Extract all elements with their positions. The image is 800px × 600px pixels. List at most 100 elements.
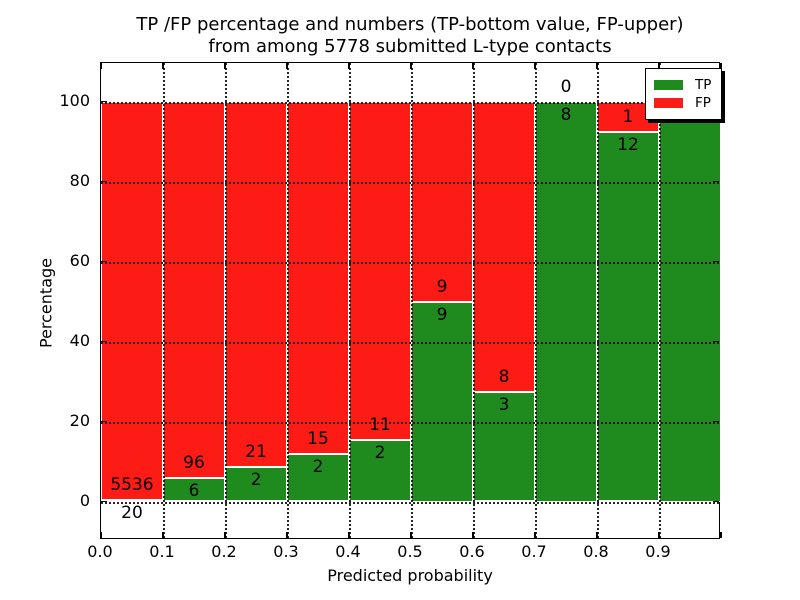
x-tick-mark-bottom (534, 532, 536, 538)
y-tick-mark-left (101, 100, 107, 103)
plot-area: 553620966212152112998308112017 (100, 62, 722, 539)
x-tick-mark-bottom (162, 532, 164, 538)
bar-count-label-fp: 21 (245, 441, 267, 462)
x-tick-label: 0.2 (211, 542, 237, 561)
bar-count-label-fp: 11 (369, 414, 391, 435)
gridline-x (473, 63, 475, 538)
gridline-y (101, 341, 719, 344)
bar-segment-tp (473, 392, 535, 502)
x-tick-mark-bottom (224, 532, 226, 538)
x-tick-label: 0.4 (335, 542, 361, 561)
y-tick-label: 60 (69, 250, 90, 270)
x-tick-mark-top (472, 63, 474, 69)
bar-segment-fp (101, 101, 163, 501)
y-axis-title: Percentage (36, 257, 56, 349)
legend-label-tp: TP (695, 77, 712, 93)
x-tick-mark-top (348, 63, 350, 69)
gridline-x (411, 63, 413, 538)
y-tick-label: 20 (69, 410, 90, 430)
x-tick-mark-top (410, 63, 412, 69)
x-tick-label: 0.5 (397, 542, 423, 561)
bar-segment-fp (349, 101, 411, 440)
y-tick-label: 100 (59, 90, 90, 110)
gridline-y (101, 421, 719, 424)
bar-segment-tp (535, 101, 597, 502)
gridline-y (101, 101, 719, 104)
fp-color-swatch-icon (654, 98, 683, 108)
chart-title: TP /FP percentage and numbers (TP-bottom… (100, 14, 720, 58)
bar-count-label-tp: 3 (498, 395, 510, 416)
x-tick-mark-top (596, 63, 598, 69)
bar-count-label-tp: 2 (312, 457, 324, 478)
x-tick-mark-bottom (410, 532, 412, 538)
bar-count-label-tp: 2 (374, 442, 386, 463)
x-tick-label: 0.8 (583, 542, 609, 561)
x-tick-mark-bottom (596, 532, 598, 538)
x-tick-mark-top (720, 63, 722, 69)
x-tick-mark-bottom (100, 532, 102, 538)
x-tick-label: 0.6 (459, 542, 485, 561)
bar-count-label-fp: 15 (307, 429, 329, 450)
y-tick-label: 40 (69, 330, 90, 350)
x-tick-mark-bottom (286, 532, 288, 538)
x-tick-mark-top (286, 63, 288, 69)
legend-label-fp: FP (695, 95, 711, 111)
y-tick-mark-left (101, 260, 107, 263)
bar-count-label-tp: 6 (188, 480, 200, 501)
y-tick-mark-left (101, 420, 107, 423)
bar-segment-tp (411, 301, 473, 502)
x-axis-title: Predicted probability (327, 566, 493, 585)
y-tick-mark-left (101, 500, 107, 503)
bar-segment-fp (411, 101, 473, 302)
y-tick-mark-right (713, 500, 719, 503)
bar-count-label-fp: 0 (560, 76, 572, 97)
x-tick-mark-bottom (472, 532, 474, 538)
bar-count-label-fp: 1 (622, 107, 634, 128)
x-tick-mark-top (534, 63, 536, 69)
gridline-x (163, 63, 165, 538)
bar-segment-tp (597, 132, 659, 502)
x-tick-label: 0.7 (521, 542, 547, 561)
bar-count-label-tp: 2 (250, 469, 262, 490)
y-tick-mark-right (713, 340, 719, 343)
legend-row-tp: TP (652, 77, 715, 93)
legend-row-fp: FP (652, 95, 715, 111)
gridline-x (225, 63, 227, 538)
bar-count-label-tp: 12 (617, 135, 639, 156)
bar-segment-fp (225, 101, 287, 467)
gridline-x (287, 63, 289, 538)
bar-segment-tp (349, 439, 411, 502)
gridline-x (597, 63, 599, 538)
x-tick-mark-bottom (658, 532, 660, 538)
bar-count-label-fp: 9 (436, 276, 448, 297)
bar-count-label-tp: 8 (560, 104, 572, 125)
chart-title-line2: from among 5778 submitted L-type contact… (208, 36, 612, 57)
bar-count-label-tp: 9 (436, 304, 448, 325)
y-tick-mark-right (713, 260, 719, 263)
gridline-y (101, 181, 719, 184)
x-tick-mark-bottom (348, 532, 350, 538)
y-tick-mark-right (713, 420, 719, 423)
bar-count-label-fp: 8 (498, 367, 510, 388)
x-tick-mark-top (224, 63, 226, 69)
x-tick-label: 0.9 (645, 542, 671, 561)
tp-color-swatch-icon (654, 80, 683, 90)
gridline-x (349, 63, 351, 538)
bar-segment-fp (287, 101, 349, 455)
gridline-x (659, 63, 661, 538)
bar-segment-tp (659, 101, 721, 502)
bar-count-label-tp: 20 (121, 503, 143, 524)
x-tick-mark-bottom (720, 532, 722, 538)
y-tick-mark-right (713, 180, 719, 183)
y-tick-label: 0 (79, 490, 90, 510)
chart-title-line1: TP /FP percentage and numbers (TP-bottom… (136, 14, 684, 35)
bar-count-label-fp: 96 (183, 452, 205, 473)
y-tick-label: 80 (69, 170, 90, 190)
x-tick-mark-top (162, 63, 164, 69)
x-tick-label: 0.0 (87, 542, 113, 561)
x-tick-label: 0.1 (149, 542, 175, 561)
gridline-y (101, 261, 719, 264)
x-tick-label: 0.3 (273, 542, 299, 561)
x-tick-mark-top (658, 63, 660, 69)
